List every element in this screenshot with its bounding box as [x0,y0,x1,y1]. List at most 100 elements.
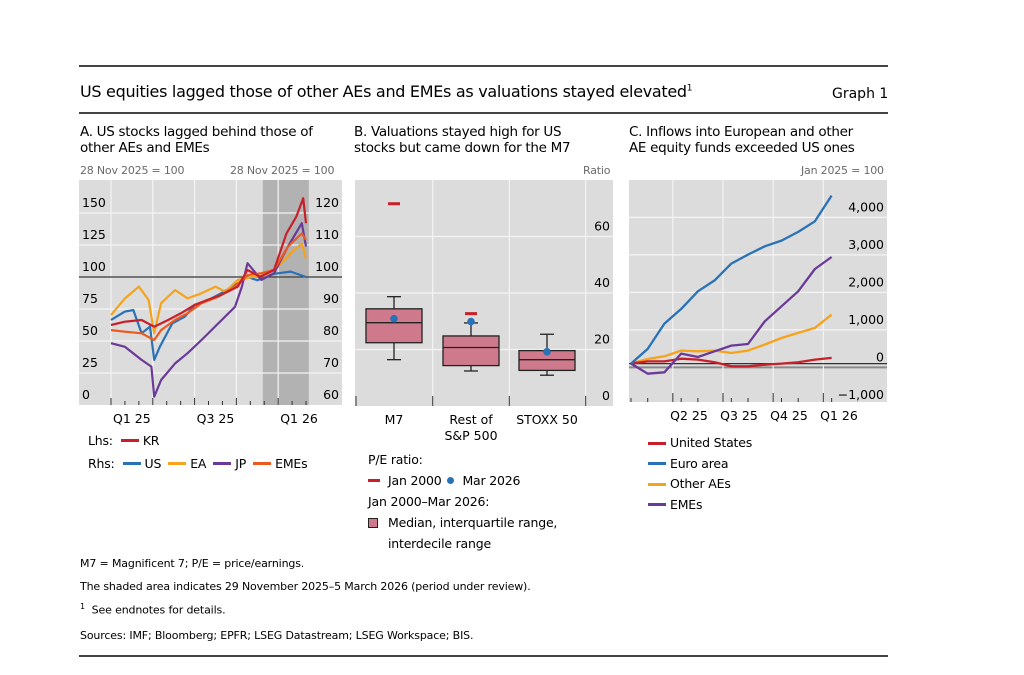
bottom-rule [79,655,888,657]
legend-label-emes: EMEs [275,456,308,471]
legend-lhs-label: Lhs: [88,433,113,448]
legend-item-ea: EA [168,456,206,471]
legend-label-kr: KR [142,433,160,448]
footnote-abbreviations: M7 = Magnificent 7; P/E = price/earnings… [80,557,305,570]
legend-item-jp: JP [213,456,246,471]
panel-b-legend: P/E ratio: Jan 2000 Mar 2026 Jan 2000–Ma… [368,449,557,554]
panel-a-lhs-tick-label: 100 [82,259,106,274]
panel-b-x-label: M7 [385,412,404,427]
panel-c-y-tick-label: 4,000 [848,199,884,214]
graph-title-text: US equities lagged those of other AEs an… [80,82,687,101]
panel-c-unit: Jan 2025 = 100 [801,164,884,177]
panel-c-series-emes [630,256,833,375]
legend-jan2000-marker [368,479,380,482]
panel-a-legend-lhs: Lhs: KR [88,433,166,448]
panel-a-series-jp [110,222,308,398]
graph-number: Graph 1 [832,86,889,102]
panel-b-box-1-mar2026-dot [467,317,475,326]
panel-a-lhs-tick-label: 50 [82,323,98,338]
legend-box-label-line1: Median, interquartile range, [388,515,558,530]
panel-a-series-ea [110,242,308,335]
panel-b-x-label: Rest of [449,412,493,427]
panel-a-rhs-tick-label: 110 [315,227,339,242]
panel-a-x-label: Q1 26 [280,411,318,426]
panel-c-y-tick-label: 3,000 [848,237,884,252]
panel-c-x-label: Q1 26 [820,408,858,423]
panel-b-unit: Ratio [583,164,611,177]
panel-a-rhs-tick-label: 100 [315,259,339,274]
panel-a-lhs-tick-label: 25 [82,355,98,370]
panel-c-series-other-aes [630,313,833,365]
footnote-shaded-area: The shaded area indicates 29 November 20… [80,580,531,593]
panel-a-lhs-unit: 28 Nov 2025 = 100 [80,164,185,177]
legend-pe-heading: P/E ratio: [368,452,423,467]
legend-item-other-aes: Other AEs [648,474,752,495]
panel-a-rhs-tick-label: 60 [323,387,339,402]
panel-c-y-tick-label: 1,000 [848,312,884,327]
legend-rhs-label: Rhs: [88,456,115,471]
panel-a-rhs-tick-label: 70 [323,355,339,370]
legend-range-heading: Jan 2000–Mar 2026: [368,494,490,509]
legend-label-us: US [144,456,162,471]
legend-item-kr: KR [120,433,160,448]
panel-c-title-line2: AE equity funds exceeded US ones [629,140,855,156]
legend-label-emes-c: EMEs [670,496,703,512]
panel-b-y-tick-label: 0 [602,388,610,403]
panel-a-series-kr [110,197,308,328]
legend-label-euro-area: Euro area [670,455,729,471]
panel-a-lhs-tick-label: 125 [82,227,106,242]
legend-swatch-ea [168,462,187,465]
panel-b-title: B. Valuations stayed high for US stocks … [354,124,571,156]
panel-b-box-0-iqr [365,308,423,344]
panel-a-x-label: Q3 25 [197,411,235,426]
panel-a-lhs-tick-label: 0 [82,387,90,402]
panel-a-rhs-tick-label: 80 [323,323,339,338]
legend-swatch-other-aes [648,482,666,486]
panel-a-title-line2: other AEs and EMEs [80,140,210,156]
panel-b-title-line2: stocks but came down for the M7 [354,140,571,156]
panel-a-chart: Q1 25 Q3 25 Q1 26 0 25 50 75 100 125 150 60 70 80 90 1… [79,180,342,426]
legend-swatch-united-states [648,441,666,445]
panel-a-shaded-period [262,180,309,405]
title-footnote-marker: 1 [686,83,693,94]
legend-swatch-jp [213,462,232,465]
panel-c-y-tick-label: −1,000 [838,387,884,402]
legend-box-swatch [368,517,378,528]
panel-a-legend-rhs: Rhs: US EA JP EMEs [88,456,314,471]
panel-c-title-line1: C. Inflows into European and other [629,124,853,140]
graph-title: US equities lagged those of other AEs an… [80,82,693,101]
panel-a-title-line1: A. US stocks lagged behind those of [80,124,313,140]
legend-swatch-emes-c [648,503,666,507]
legend-mar2026-label: Mar 2026 [462,473,521,488]
panel-b-x-label: STOXX 50 [516,412,578,427]
legend-label-jp: JP [235,456,247,471]
legend-swatch-kr [120,439,139,442]
footnote-marker: 1 [80,602,85,611]
legend-item-united-states: United States [648,433,752,454]
legend-swatch-emes [253,462,272,465]
sources: Sources: IMF; Bloomberg; EPFR; LSEG Data… [80,629,474,642]
panel-a-title: A. US stocks lagged behind those of othe… [80,124,313,156]
header-rule [79,112,888,114]
panel-b-box-1-iqr [442,335,500,367]
footnote-endnotes: 1 See endnotes for details. [80,602,226,617]
legend-mar2026-marker [447,477,455,484]
legend-box-label-line2: interdecile range [388,536,491,551]
panel-c-y-tick-label: 0 [876,349,884,364]
panel-c-y-tick-label: 2,000 [848,274,884,289]
panel-b-y-tick-label: 40 [594,275,610,290]
panel-c-legend: United States Euro area Other AEs EMEs [648,433,752,515]
panel-c-x-label: Q4 25 [770,408,808,423]
footnote-endnotes-text: See endnotes for details. [91,603,226,617]
legend-label-united-states: United States [670,435,753,450]
legend-label-other-aes: Other AEs [670,476,731,491]
panel-b-chart: 0 20 40 60 M7 Rest ofS&P 500 STOXX 50 [355,180,613,443]
legend-pe-items: Jan 2000 Mar 2026 [368,470,557,491]
legend-swatch-us [122,462,141,465]
panel-a-x-label: Q1 25 [113,411,151,426]
panel-b-y-tick-label: 20 [594,332,610,347]
panel-a-rhs-tick-label: 120 [315,195,339,210]
legend-jan2000-label: Jan 2000 [388,473,442,488]
panel-a-rhs-tick-label: 90 [323,291,339,306]
